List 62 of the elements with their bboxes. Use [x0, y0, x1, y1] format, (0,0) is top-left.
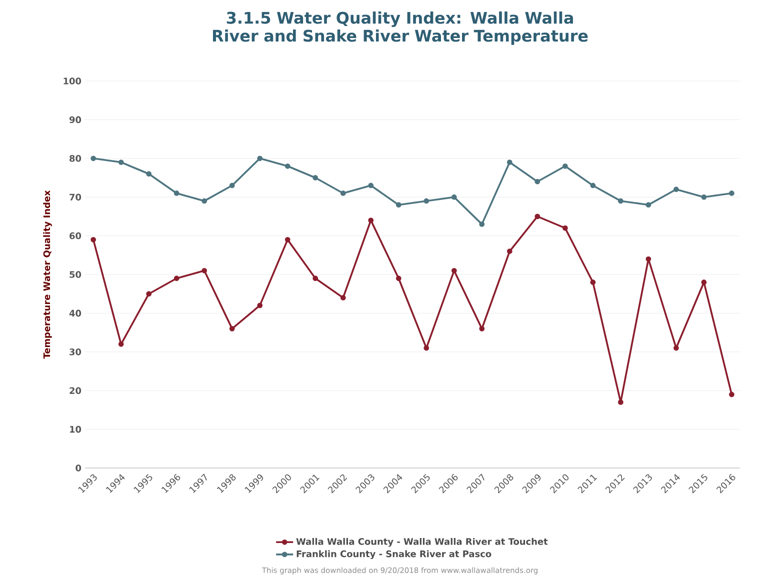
legend-label: Walla Walla County - Walla Walla River at Touchet: [296, 538, 548, 547]
y-tick-label: 30: [70, 348, 82, 356]
point: [284, 236, 290, 242]
point: [646, 256, 652, 262]
point: [90, 236, 96, 242]
point: [701, 194, 707, 200]
point: [396, 276, 402, 282]
point: [284, 163, 290, 169]
point: [174, 190, 180, 196]
point: [646, 202, 652, 208]
point: [257, 156, 263, 162]
point: [618, 198, 624, 204]
y-tick-label: 40: [69, 310, 82, 317]
y-axis-title: Temperature Water Quality Index: [43, 190, 52, 359]
point: [202, 268, 208, 274]
point: [146, 291, 152, 297]
point: [424, 345, 430, 351]
chart-title: 3.1.5 Water Quality Index: Walla Walla River and Snake River Water Temperature: [212, 12, 588, 45]
y-tick-label: 0: [76, 464, 82, 472]
point: [368, 182, 374, 188]
y-tick-label: 100: [64, 78, 82, 84]
point: [90, 156, 96, 162]
point: [451, 194, 457, 200]
y-tick-label: 70: [70, 194, 82, 200]
y-tick-label: 80: [70, 155, 82, 162]
point: [229, 326, 235, 332]
point: [562, 225, 568, 231]
point: [534, 214, 540, 220]
point: [202, 198, 208, 204]
point: [118, 341, 124, 347]
point: [451, 268, 457, 274]
point: [424, 198, 430, 204]
point: [618, 400, 624, 405]
y-tick-label: 90: [69, 116, 82, 124]
point: [506, 248, 512, 254]
point: [728, 190, 734, 196]
point: [146, 171, 152, 177]
point: [340, 190, 346, 196]
point: [312, 175, 318, 180]
point: [118, 160, 124, 165]
point: [673, 186, 679, 192]
legend-label: Franklin County - Snake River at Pasco: [296, 550, 492, 560]
point: [534, 178, 540, 184]
point: [506, 160, 512, 165]
point: [174, 276, 180, 282]
y-tick-label: 20: [70, 387, 82, 394]
point: [728, 392, 734, 398]
point: [590, 280, 596, 285]
y-tick-label: 60: [70, 232, 82, 240]
point: [590, 182, 596, 188]
point: [257, 302, 263, 308]
point: [340, 295, 346, 300]
y-tick-label: 50: [70, 271, 82, 278]
point: [479, 326, 485, 332]
point: [479, 221, 485, 227]
point: [312, 276, 318, 282]
point: [562, 163, 568, 169]
point: [701, 280, 707, 285]
point: [396, 202, 402, 208]
y-tick-label: 10: [70, 426, 82, 433]
point: [229, 182, 235, 188]
point: [673, 345, 679, 351]
